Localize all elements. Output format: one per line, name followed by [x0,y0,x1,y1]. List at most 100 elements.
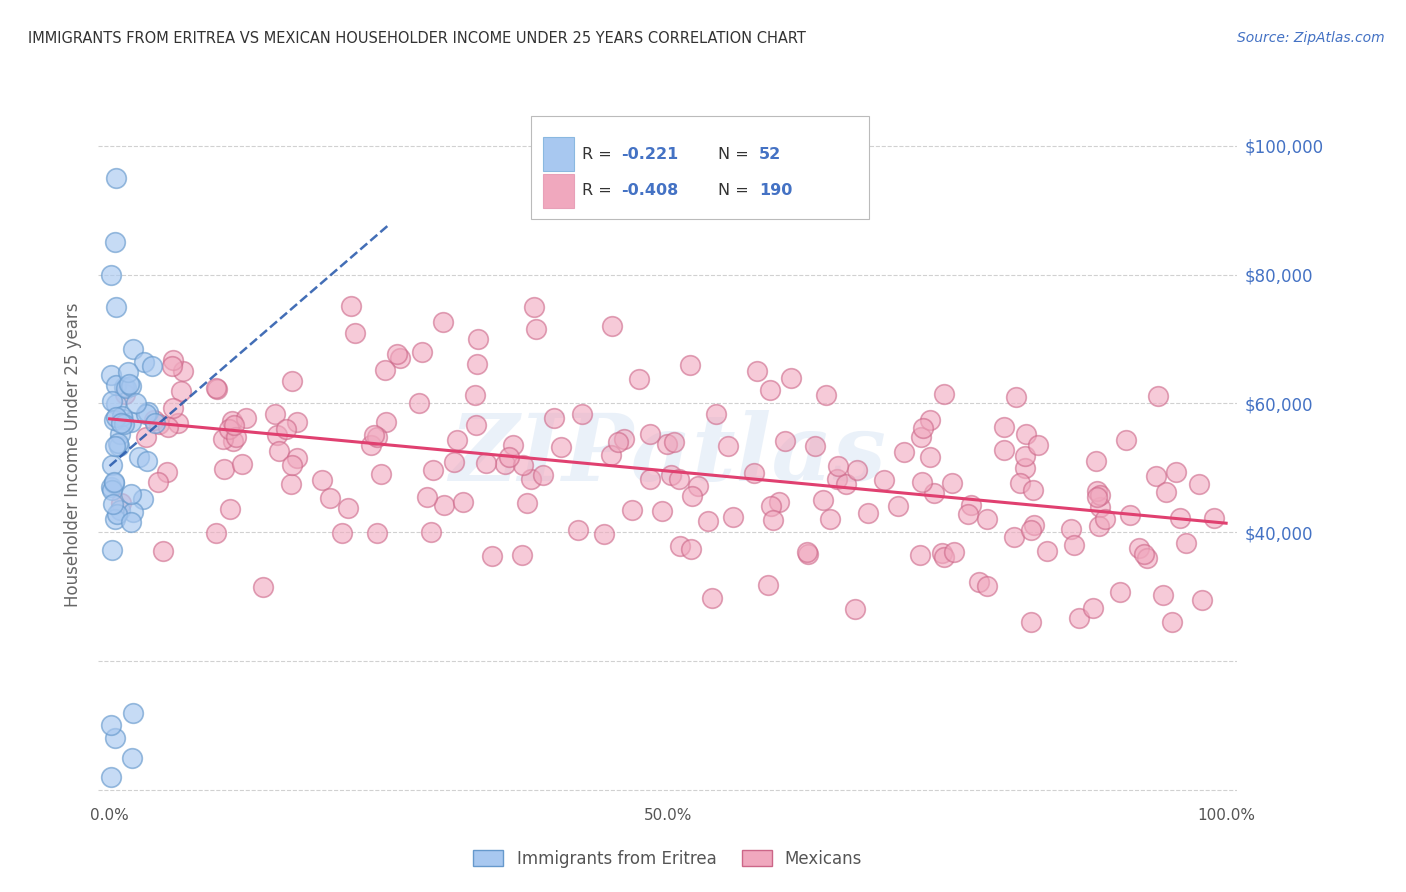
Point [141,359,163,373]
Text: Source: ZipAtlas.com: Source: ZipAtlas.com [1237,31,1385,45]
Point [280,477,302,491]
Point [464,418,486,433]
Point [135,407,157,421]
Point [943,544,966,558]
Point [385,347,408,361]
Point [700,591,723,606]
Point [959,498,981,512]
Point [679,358,702,372]
Point [162,401,184,416]
Point [976,512,998,526]
Point [105,397,128,411]
Point [931,546,953,560]
Point [467,332,489,346]
Point [132,492,155,507]
Point [759,383,782,397]
Point [465,358,488,372]
Point [100,480,122,494]
Point [363,427,385,442]
Point [120,378,142,392]
Point [366,526,388,541]
Point [910,430,932,444]
Point [688,479,710,493]
Point [136,454,159,468]
Point [104,378,127,392]
Point [912,420,935,434]
Point [152,544,174,558]
Point [132,354,155,368]
Point [813,493,835,508]
Point [120,415,142,429]
Point [143,416,166,430]
Point [115,381,138,395]
Point [1081,601,1104,615]
Point [1191,592,1213,607]
Point [873,473,896,487]
Point [104,170,127,185]
Point [1132,548,1154,562]
Point [125,396,148,410]
Point [607,434,630,449]
Text: 190: 190 [759,184,793,198]
Point [344,326,367,340]
Point [1154,485,1177,500]
Point [1161,615,1184,630]
Point [1026,438,1049,452]
Point [668,472,690,486]
Point [567,523,589,537]
Point [205,526,228,541]
Point [825,472,848,486]
Point [1014,449,1036,463]
Point [1088,500,1111,514]
Point [370,467,392,481]
Point [681,541,703,556]
Point [104,439,127,453]
Point [225,430,247,444]
Point [269,444,291,458]
Point [214,461,236,475]
Text: ZIPatlas: ZIPatlas [450,410,886,500]
Text: IMMIGRANTS FROM ERITREA VS MEXICAN HOUSEHOLDER INCOME UNDER 25 YEARS CORRELATION: IMMIGRANTS FROM ERITREA VS MEXICAN HOUSE… [28,31,806,46]
Point [103,475,125,489]
Point [408,396,430,410]
Point [104,300,127,314]
Point [101,498,124,512]
Point [1109,585,1132,599]
Point [768,495,790,509]
Point [112,417,135,431]
Point [222,434,245,449]
Text: -0.221: -0.221 [621,147,679,161]
Point [796,547,818,561]
Point [1022,517,1045,532]
Point [105,410,128,425]
Point [1084,454,1107,468]
Point [512,458,534,472]
Point [533,468,555,483]
Point [523,300,546,314]
Point [100,770,122,784]
Text: N =: N = [718,184,755,198]
Point [600,449,623,463]
Point [620,503,643,517]
Point [651,504,673,518]
Point [481,549,503,563]
Point [1069,611,1091,625]
Point [118,376,141,391]
Point [340,299,363,313]
Point [775,434,797,449]
Point [204,381,226,395]
Point [388,351,411,366]
Point [374,363,396,377]
Point [976,579,998,593]
Point [169,384,191,398]
Point [681,489,703,503]
Point [804,439,827,453]
Point [110,496,132,510]
Point [818,512,841,526]
Legend: Immigrants from Eritrea, Mexicans: Immigrants from Eritrea, Mexicans [467,843,869,874]
Point [613,432,636,446]
Point [422,463,444,477]
Point [524,322,547,336]
Point [638,472,661,486]
Point [510,548,533,562]
